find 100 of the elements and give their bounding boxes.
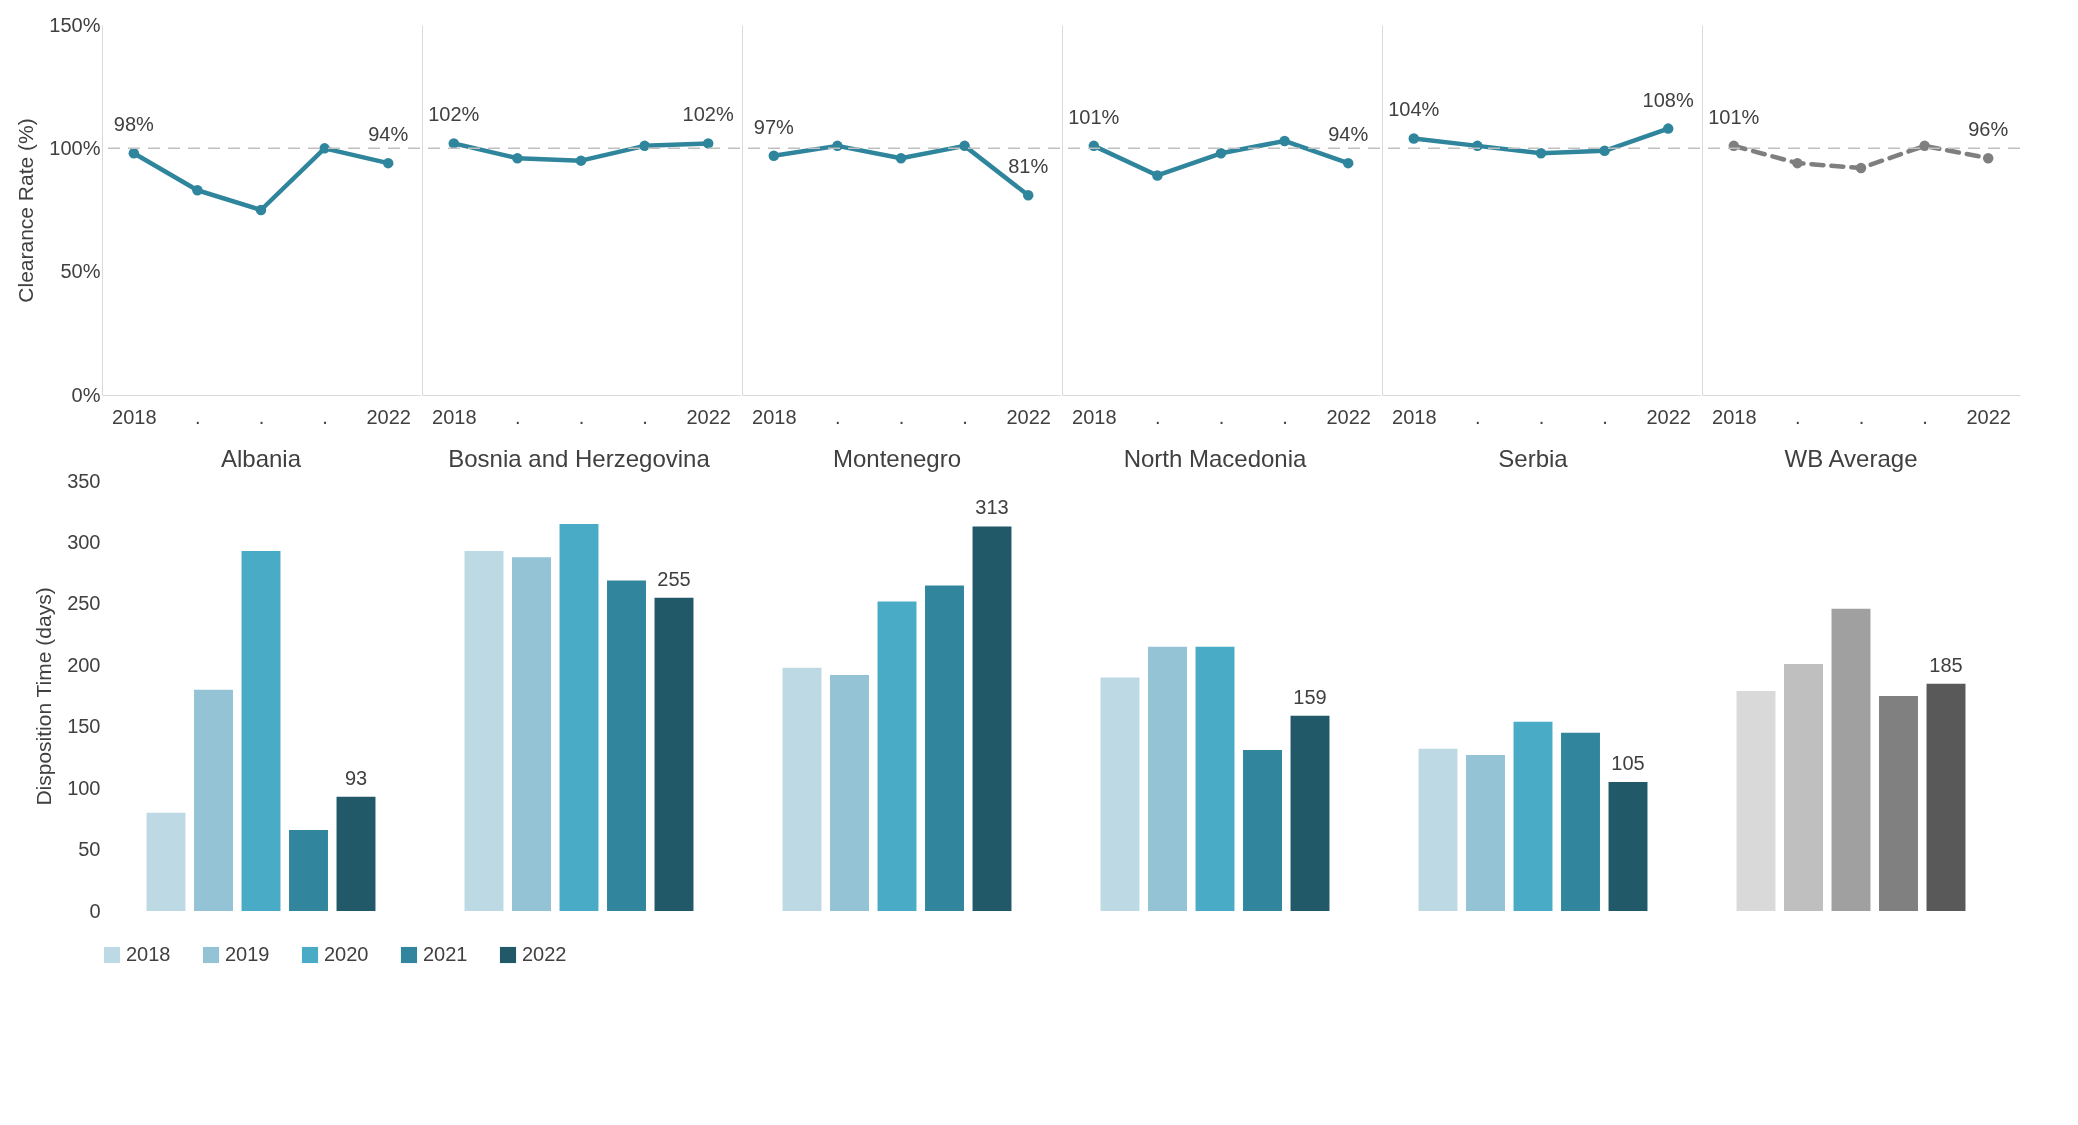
data-label: 159 [1293,685,1327,708]
legend-label: 2018 [126,943,171,965]
x-tick-label: . [258,405,265,428]
point [639,140,650,152]
bar [1100,677,1140,911]
x-tick-label: Serbia [1498,444,1569,472]
x-tick-label: . [1282,405,1288,428]
bar [1926,683,1966,911]
x-tick-label: . [1795,405,1801,428]
point [1022,189,1034,201]
x-tick-label: 2022 [1966,405,2011,428]
bar [925,585,964,911]
y-tick-label: 350 [67,469,101,492]
y-tick-label: 150% [49,13,101,36]
y-tick-label: 50 [78,838,101,861]
point [255,204,267,216]
point [1215,148,1227,159]
data-label: 108% [1642,88,1694,111]
y-axis-title: Clearance Rate (%) [14,118,38,303]
x-tick-label: 2018 [112,405,157,428]
bar [1608,782,1648,911]
bar [1879,696,1918,911]
data-label: 104% [1388,98,1440,121]
bar [877,601,917,911]
point [1919,140,1930,152]
bar [336,796,376,911]
data-label: 94% [368,123,409,146]
x-tick-label: 2022 [1326,405,1371,428]
point [702,138,714,149]
bar [241,551,281,911]
x-tick-label: 2022 [1646,405,1691,428]
bar [1418,748,1458,911]
data-label: 81% [1008,155,1049,178]
x-tick-label: Bosnia and Herzegovina [448,444,711,472]
data-label: 97% [753,115,795,138]
point [512,152,523,164]
bar [146,812,186,911]
point [1982,152,1994,164]
point [959,140,970,152]
bar [607,580,646,911]
x-tick-label: . [515,405,521,428]
bar [1736,691,1776,911]
data-label: 255 [657,567,691,590]
y-tick-label: 0% [71,383,101,406]
x-tick-label: 2022 [366,405,411,428]
point [895,152,907,164]
x-tick-label: . [642,405,648,428]
y-tick-label: 200 [67,653,101,676]
point [1152,170,1163,181]
point [1599,145,1610,157]
point [1408,133,1420,144]
x-tick-label: . [1155,405,1161,428]
y-tick-label: 100% [49,136,101,159]
x-tick-label: Albania [220,444,302,472]
y-tick-label: 150 [67,715,101,738]
x-tick-label: 2018 [432,405,477,428]
bar [512,557,551,911]
x-tick-label: WB Average [1784,444,1918,472]
y-tick-label: 250 [67,592,101,615]
y-axis-title: Disposition Time (days) [32,587,56,806]
bar [559,524,599,911]
bar [972,526,1012,911]
data-label: 102% [428,103,480,126]
x-tick-label: . [1218,405,1225,428]
point [575,155,587,166]
x-tick-label: . [1858,405,1865,428]
data-label: 105 [1611,752,1645,774]
bar [1831,608,1871,911]
bar [289,829,328,911]
bar [1195,646,1235,911]
data-label: 94% [1328,123,1369,146]
data-label: 93 [344,766,368,789]
y-tick-label: 300 [67,530,101,553]
x-tick-label: . [1922,405,1928,428]
bar [1148,646,1187,911]
bar [194,689,233,911]
point [1855,162,1867,174]
point [128,148,140,159]
x-tick-label: . [1602,405,1608,428]
legend-label: 2022 [522,943,567,965]
x-tick-label: . [322,405,328,428]
x-tick-label: . [898,405,905,428]
legend-label: 2020 [324,943,369,965]
x-tick-label: Montenegro [832,444,962,472]
y-tick-label: 50% [60,260,101,283]
x-tick-label: 2018 [1072,405,1117,428]
bar [1784,664,1823,911]
point [1662,123,1674,134]
bar [654,597,694,911]
bar [782,667,822,911]
data-label: 102% [682,103,734,126]
legend-label: 2019 [225,943,270,965]
data-label: 98% [113,113,155,136]
bar [1561,732,1600,911]
bar [464,551,504,911]
y-tick-label: 100 [67,776,101,799]
data-label: 96% [1968,118,2009,141]
point [319,143,330,154]
x-tick-label: . [578,405,585,428]
point [1792,157,1803,169]
